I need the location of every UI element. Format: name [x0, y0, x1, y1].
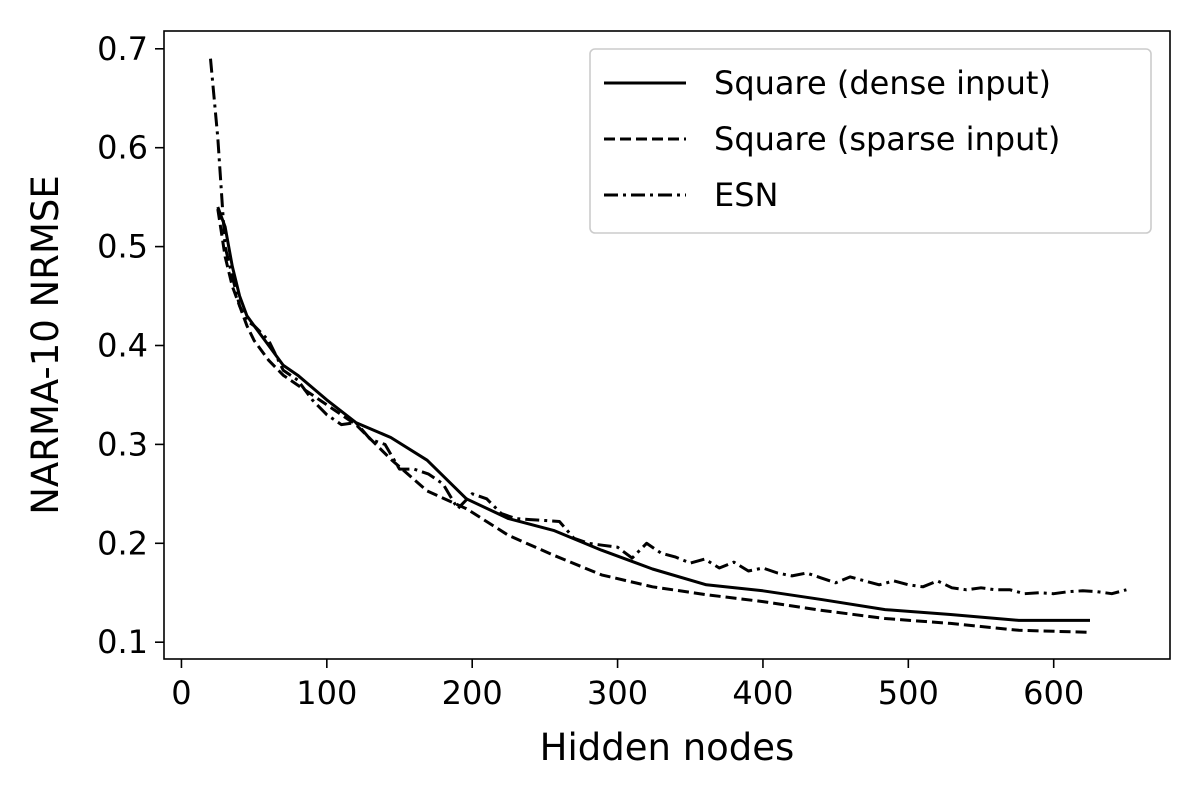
x-axis-label: Hidden nodes	[540, 726, 795, 769]
y-tick-label: 0.2	[97, 524, 148, 562]
x-tick-label: 600	[1023, 674, 1084, 712]
x-tick-label: 200	[442, 674, 503, 712]
y-axis-label: NARMA-10 NRMSE	[24, 175, 67, 515]
x-tick-label: 0	[171, 674, 191, 712]
x-tick-label: 400	[732, 674, 793, 712]
y-tick-label: 0.5	[97, 228, 148, 266]
legend-label-1: Square (dense input)	[714, 64, 1051, 102]
legend: Square (dense input) Square (sparse input…	[589, 48, 1152, 234]
x-tick-label: 100	[296, 674, 357, 712]
series-line-3	[209, 58, 1127, 596]
y-tick-label: 0.6	[97, 129, 148, 167]
x-tick-label: 500	[878, 674, 939, 712]
y-tick-label: 0.7	[97, 30, 148, 68]
axis-ticks: 0 100 200 300 400 500 600 0.1 0.2 0.3 0.4 0.5 0.6 0.7	[97, 30, 1084, 712]
legend-label-2: Square (sparse input)	[714, 120, 1060, 158]
series-line-1	[216, 206, 1090, 622]
y-tick-label: 0.3	[97, 425, 148, 463]
legend-label-3: ESN	[714, 176, 778, 214]
legend-box	[589, 48, 1152, 234]
series-line-2	[216, 208, 1091, 634]
x-tick-label: 300	[587, 674, 648, 712]
y-tick-label: 0.4	[97, 326, 148, 364]
y-tick-label: 0.1	[97, 623, 148, 661]
